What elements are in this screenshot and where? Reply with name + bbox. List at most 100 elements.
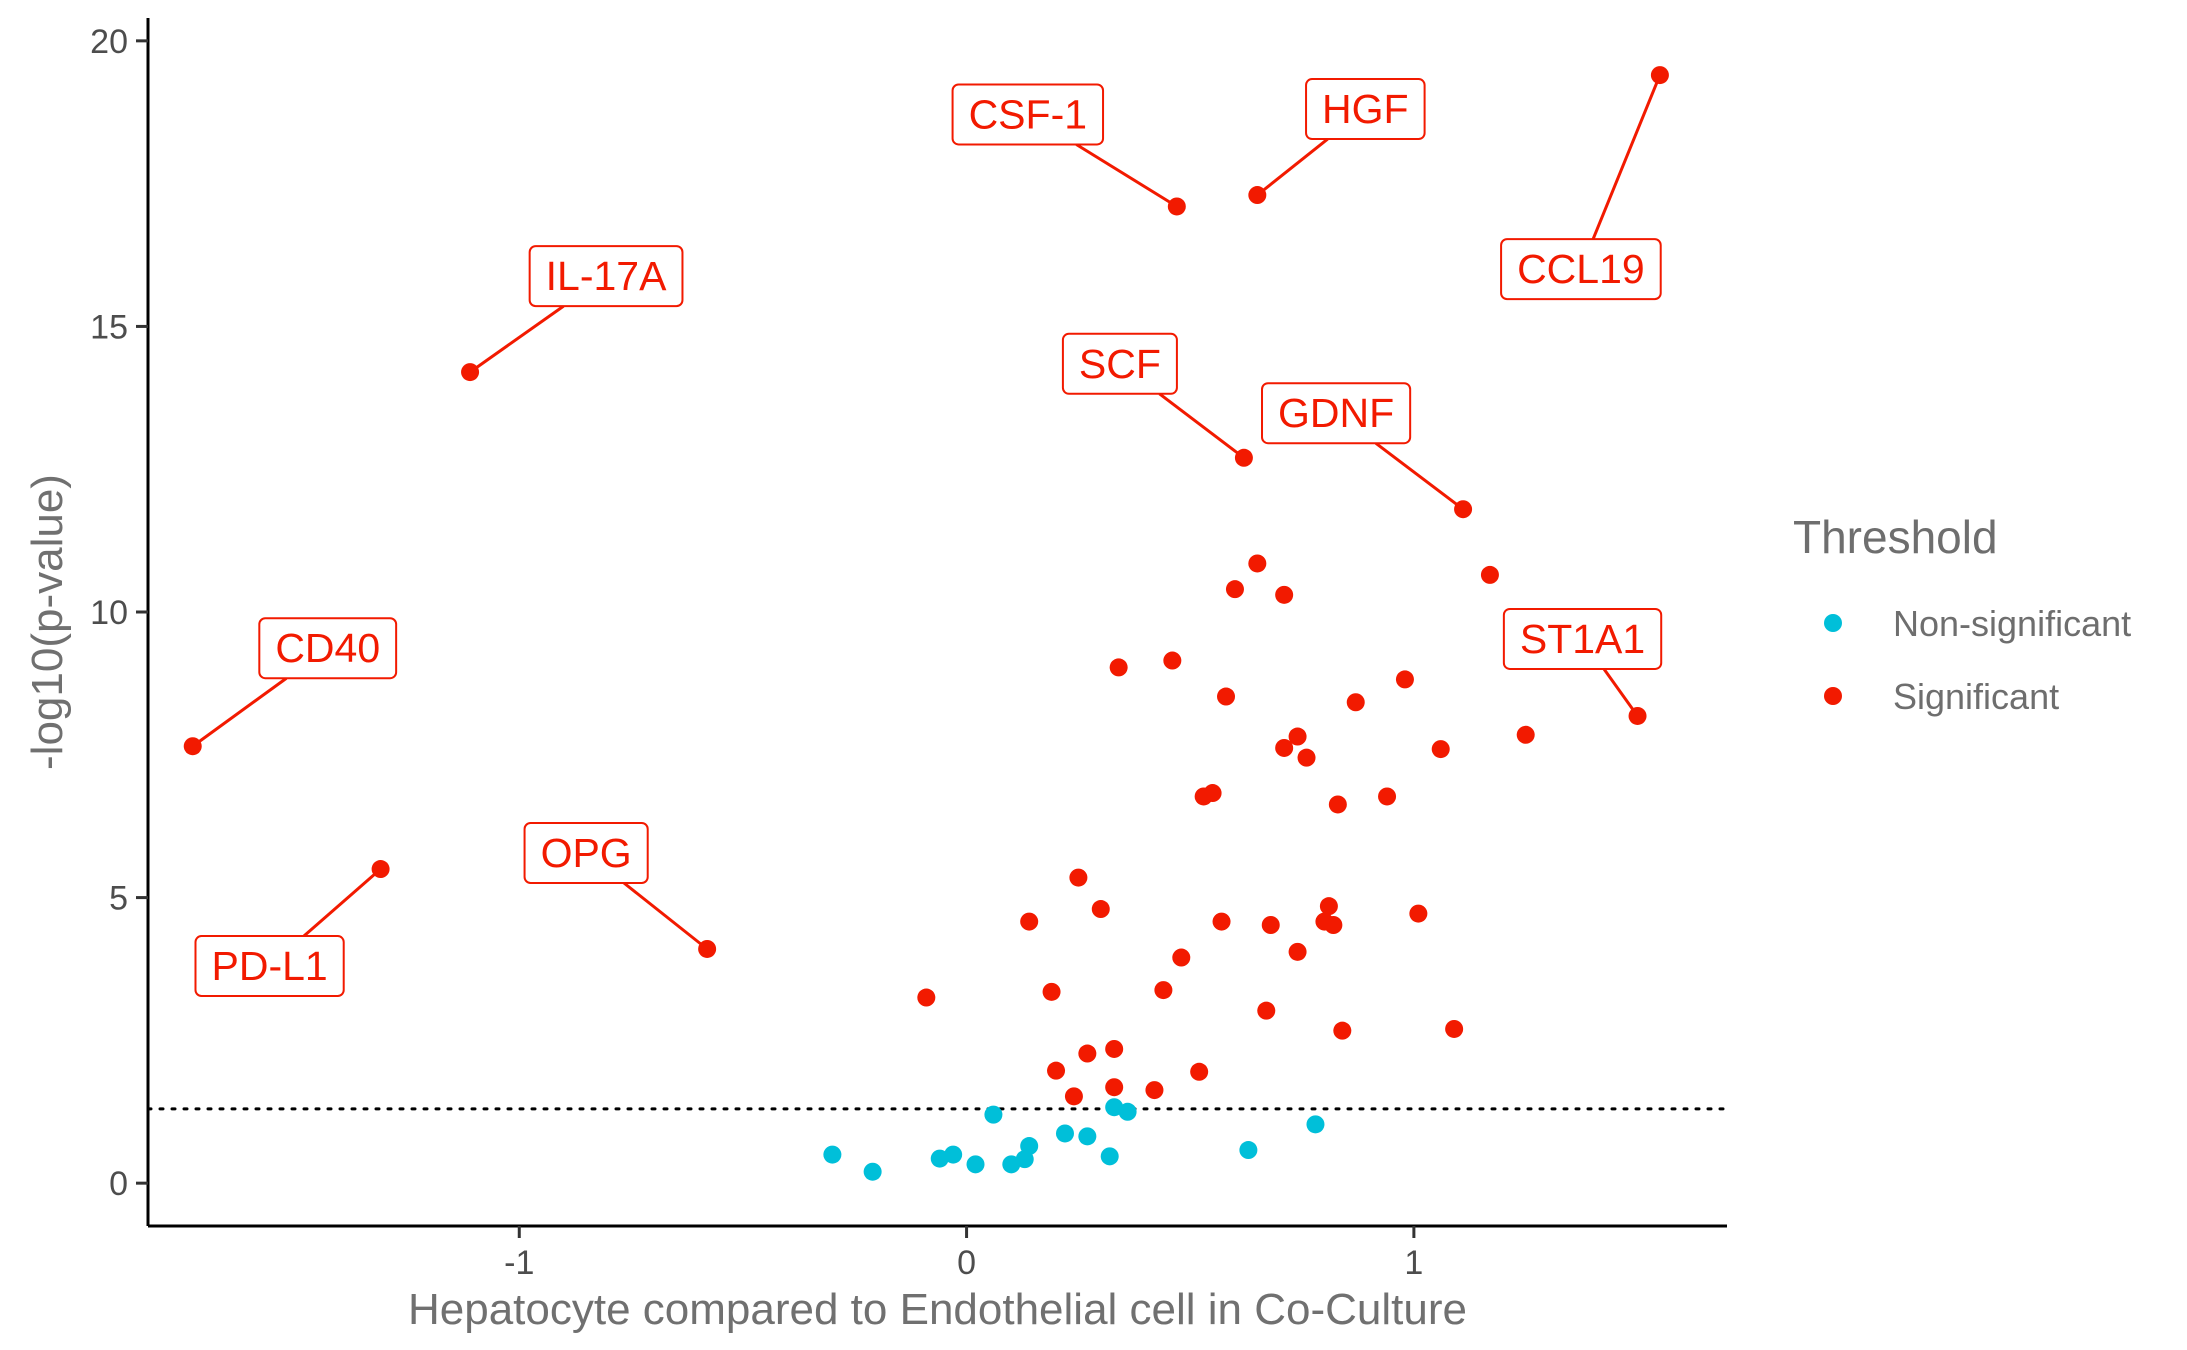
data-point bbox=[1306, 1115, 1325, 1134]
data-point bbox=[1020, 912, 1039, 931]
callout-label: IL-17A bbox=[546, 253, 667, 299]
callout-leader-line bbox=[1075, 143, 1178, 208]
callout-labels: CD40 PD-L1 IL-17A OPG CSF-1 HGF CCL19 SCF GDNF ST… bbox=[191, 74, 1663, 998]
callout-label: SCF bbox=[1079, 341, 1161, 387]
data-point bbox=[1109, 658, 1128, 677]
data-point bbox=[1069, 868, 1088, 887]
x-axis-title: Hepatocyte compared to Endothelial cell … bbox=[408, 1285, 1467, 1334]
legend: Non-significant Significant bbox=[1824, 603, 2131, 717]
callout-box bbox=[1502, 607, 1663, 670]
legend-marker bbox=[1824, 687, 1842, 705]
data-point bbox=[823, 1145, 842, 1164]
y-tick-label: 10 bbox=[90, 594, 128, 632]
data-point bbox=[1154, 981, 1173, 1000]
callout-label: CSF-1 bbox=[969, 91, 1087, 137]
data-point bbox=[1064, 1087, 1083, 1106]
data-point bbox=[1445, 1019, 1464, 1038]
y-tick-label: 0 bbox=[109, 1165, 128, 1203]
data-point bbox=[1190, 1062, 1209, 1081]
data-point bbox=[1100, 1147, 1119, 1166]
legend-label: Significant bbox=[1893, 676, 2059, 717]
data-point bbox=[1257, 1001, 1276, 1020]
data-point bbox=[1431, 740, 1450, 759]
callout-label: HGF bbox=[1322, 86, 1409, 132]
callout-leader-line bbox=[1256, 137, 1329, 197]
data-point bbox=[1409, 904, 1428, 923]
data-point bbox=[1203, 784, 1222, 803]
data-point bbox=[1145, 1081, 1164, 1100]
callout-label: CCL19 bbox=[1517, 246, 1645, 292]
data-point bbox=[863, 1162, 882, 1181]
callout-leader-line bbox=[1591, 74, 1662, 240]
callout-box bbox=[1500, 238, 1662, 301]
data-point bbox=[1118, 1102, 1137, 1121]
data-point bbox=[1105, 1039, 1124, 1058]
callout-label: OPG bbox=[541, 830, 632, 876]
data-point bbox=[1288, 942, 1307, 961]
data-point bbox=[1163, 651, 1182, 670]
data-point bbox=[1378, 787, 1397, 806]
data-point bbox=[1105, 1078, 1124, 1097]
data-point bbox=[1324, 915, 1343, 934]
data-point bbox=[1480, 565, 1499, 584]
y-tick-label: 20 bbox=[90, 23, 128, 61]
x-tick-label: 0 bbox=[957, 1244, 976, 1282]
plot-area: 0 5 10 15 20 -1 0 1 CD40 PD-L1 IL-17A OPG CSF-1 HGF CC… bbox=[90, 18, 1729, 1282]
data-point bbox=[1172, 948, 1191, 967]
callout-box bbox=[194, 935, 345, 998]
callout-leader-line bbox=[623, 881, 709, 951]
callout-label: GDNF bbox=[1278, 390, 1394, 436]
data-point bbox=[917, 988, 936, 1007]
data-point bbox=[1217, 687, 1236, 706]
callout-label: PD-L1 bbox=[211, 943, 327, 989]
data-point bbox=[1275, 738, 1294, 757]
callout-leader-line bbox=[302, 867, 382, 938]
x-tick-label: 1 bbox=[1404, 1244, 1423, 1282]
data-point bbox=[966, 1155, 985, 1174]
callout-box bbox=[528, 245, 684, 308]
data-point bbox=[1288, 727, 1307, 746]
data-point bbox=[1055, 1124, 1074, 1143]
callout-label: ST1A1 bbox=[1520, 616, 1645, 662]
data-point bbox=[1516, 725, 1535, 744]
data-point bbox=[1239, 1141, 1258, 1160]
data-point bbox=[1395, 670, 1414, 689]
callout-leader-line bbox=[1374, 441, 1464, 511]
callout-box bbox=[258, 617, 398, 680]
y-axis-title: -log10(p-value) bbox=[23, 474, 72, 770]
data-point bbox=[1261, 915, 1280, 934]
y-tick-label: 15 bbox=[90, 308, 128, 346]
legend-title: Threshold bbox=[1793, 511, 1998, 563]
callout-leader-line bbox=[469, 304, 565, 374]
data-point bbox=[1275, 585, 1294, 604]
data-point bbox=[1297, 748, 1316, 767]
callout-box bbox=[1261, 382, 1412, 445]
data-point bbox=[1248, 554, 1267, 573]
data-point bbox=[1078, 1044, 1097, 1063]
callout-box bbox=[1061, 332, 1178, 395]
x-tick-label: -1 bbox=[504, 1244, 534, 1282]
callout-box bbox=[523, 821, 649, 884]
data-point bbox=[1078, 1127, 1097, 1146]
callout-leader-line bbox=[1602, 668, 1639, 717]
data-point bbox=[984, 1105, 1003, 1124]
data-point bbox=[1042, 982, 1061, 1001]
callout-label: CD40 bbox=[275, 625, 380, 671]
data-point bbox=[1333, 1021, 1352, 1040]
legend-marker bbox=[1824, 614, 1842, 632]
data-point bbox=[944, 1145, 963, 1164]
callout-leader-line bbox=[191, 677, 288, 748]
data-point bbox=[1346, 693, 1365, 712]
data-point bbox=[1328, 795, 1347, 814]
legend-label: Non-significant bbox=[1893, 603, 2131, 644]
callout-box bbox=[1305, 78, 1426, 141]
data-point bbox=[1212, 912, 1231, 931]
callout-box bbox=[951, 83, 1105, 146]
y-tick-label: 5 bbox=[109, 880, 128, 918]
data-point bbox=[1225, 580, 1244, 599]
data-point bbox=[1091, 900, 1110, 919]
data-point bbox=[1047, 1061, 1066, 1080]
callout-leader-line bbox=[1158, 392, 1245, 459]
data-point bbox=[1319, 897, 1338, 916]
